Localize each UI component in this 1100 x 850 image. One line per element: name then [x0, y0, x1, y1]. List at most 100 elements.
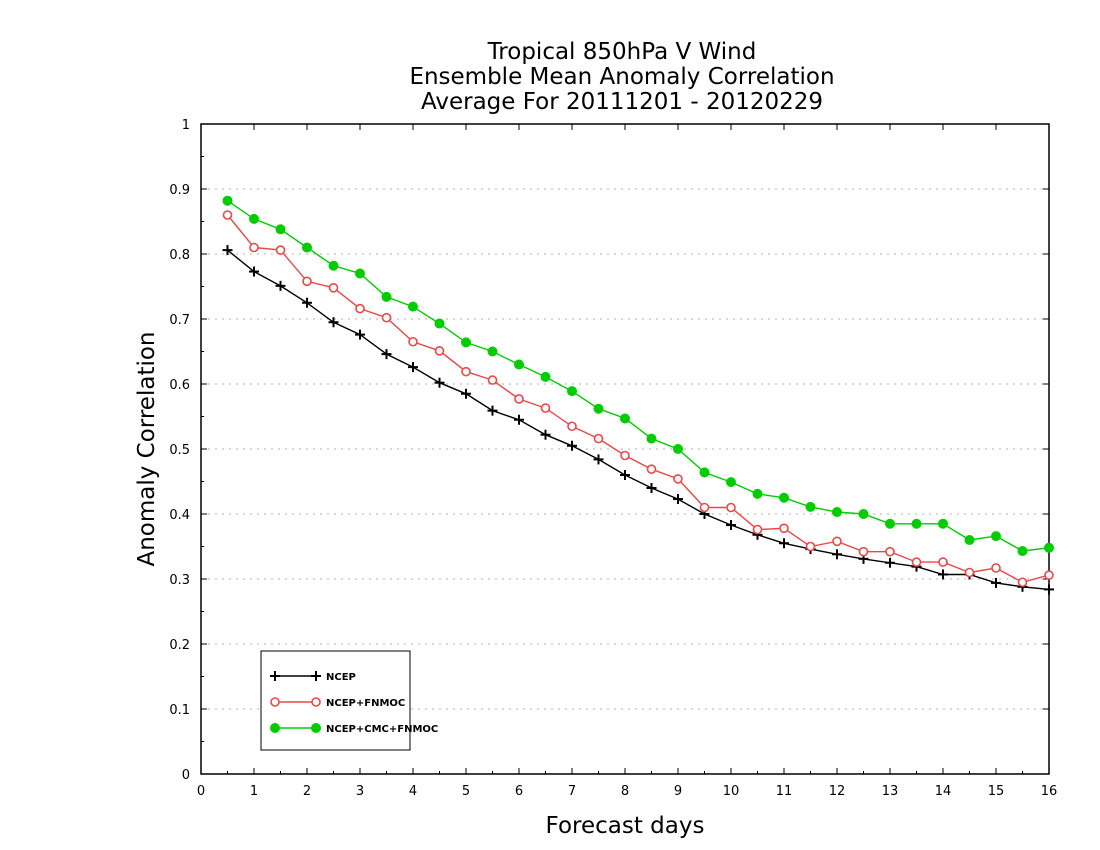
- data-point: [779, 538, 789, 549]
- data-point: [726, 520, 736, 531]
- data-point: [487, 346, 498, 357]
- data-point: [779, 523, 789, 534]
- data-point: [355, 303, 365, 314]
- data-point: [726, 477, 736, 488]
- legend-marker: [311, 671, 321, 681]
- x-tick-label: 4: [409, 784, 417, 799]
- data-point: [726, 502, 736, 513]
- data-point: [1017, 577, 1028, 588]
- data-point: [328, 317, 339, 328]
- x-axis: 0 1 2 3 4 5 6 7 8 9 10 11 12 13 14 15 16: [197, 124, 1057, 799]
- data-point: [328, 282, 339, 293]
- data-point: [938, 557, 948, 567]
- y-tick-label: 0.9: [169, 183, 190, 198]
- data-point: [752, 488, 763, 499]
- data-point: [646, 464, 657, 474]
- data-point: [328, 260, 339, 271]
- data-point: [938, 518, 948, 529]
- data-point: [911, 557, 922, 567]
- data-point: [752, 524, 763, 535]
- data-point: [911, 518, 922, 529]
- x-tick-label: 9: [674, 784, 682, 799]
- data-point: [964, 567, 975, 578]
- legend-label: NCEP+FNMOC: [326, 698, 405, 709]
- y-tick-label: 0.3: [169, 573, 190, 588]
- data-point: [593, 403, 604, 414]
- data-point: [540, 403, 551, 413]
- data-point: [673, 444, 683, 454]
- data-point: [408, 301, 418, 312]
- data-point: [832, 507, 842, 518]
- data-point: [514, 394, 524, 404]
- data-point: [487, 375, 498, 385]
- data-point: [885, 546, 895, 557]
- data-point: [593, 454, 604, 465]
- data-point: [434, 346, 445, 356]
- data-point: [1017, 546, 1028, 557]
- data-point: [779, 492, 789, 503]
- legend-entry: NCEP: [270, 671, 356, 683]
- legend: NCEP NCEP+FNMOC NCEP+CMC+FNMOC: [260, 650, 438, 751]
- data-point: [408, 336, 418, 347]
- data-point: [620, 450, 630, 461]
- legend-marker: [270, 671, 280, 681]
- data-point: [302, 297, 312, 308]
- legend-entry: NCEP+CMC+FNMOC: [270, 723, 438, 735]
- x-tick-label: 3: [356, 784, 364, 799]
- data-point: [222, 195, 233, 206]
- x-tick-label: 6: [515, 784, 523, 799]
- data-point: [699, 502, 710, 513]
- y-tick-label: 0.4: [169, 508, 190, 523]
- data-point: [991, 531, 1001, 542]
- legend-marker: [311, 697, 321, 707]
- x-tick-label: 11: [776, 784, 793, 799]
- data-point: [699, 467, 710, 478]
- y-tick-label: 0: [182, 768, 190, 783]
- x-tick-label: 0: [197, 784, 205, 799]
- data-point: [885, 518, 895, 529]
- data-point: [858, 509, 869, 519]
- data-point: [434, 318, 445, 329]
- data-point: [646, 433, 657, 444]
- grid-lines: [201, 188, 1049, 710]
- series-3: [222, 195, 1054, 557]
- y-tick-label: 1: [182, 118, 190, 133]
- x-tick-label: 15: [988, 784, 1005, 799]
- data-point: [1044, 584, 1054, 595]
- y-tick-label: 0.8: [169, 248, 190, 263]
- title-line-2: Ensemble Mean Anomaly Correlation: [409, 64, 834, 90]
- data-point: [673, 494, 683, 505]
- data-point: [514, 414, 524, 425]
- data-point: [434, 377, 445, 388]
- y-axis: 0 0.1 0.2 0.3 0.4 0.5 0.6 0.7 0.8 0.9 1: [169, 118, 1049, 783]
- data-point: [964, 535, 975, 545]
- data-point: [567, 386, 577, 397]
- data-point: [1044, 542, 1054, 553]
- data-point: [646, 483, 657, 493]
- data-point: [381, 349, 392, 360]
- data-point: [832, 549, 842, 560]
- data-point: [461, 337, 471, 348]
- legend-box: [260, 650, 411, 751]
- data-point: [832, 536, 842, 547]
- data-point: [805, 541, 816, 552]
- y-tick-label: 0.6: [169, 378, 190, 393]
- data-point: [275, 245, 286, 255]
- legend-marker: [311, 723, 321, 733]
- data-point: [461, 388, 471, 399]
- x-tick-label: 7: [568, 784, 576, 799]
- data-point: [938, 569, 948, 580]
- x-tick-label: 1: [250, 784, 258, 799]
- data-point: [381, 312, 392, 323]
- data-point: [381, 291, 392, 302]
- y-tick-label: 0.2: [169, 638, 190, 653]
- data-point: [858, 546, 869, 557]
- y-tick-label: 0.1: [169, 703, 190, 718]
- data-point: [540, 371, 551, 382]
- data-point: [620, 413, 630, 424]
- x-tick-label: 12: [829, 784, 846, 799]
- data-point: [275, 280, 286, 291]
- data-point: [249, 242, 259, 253]
